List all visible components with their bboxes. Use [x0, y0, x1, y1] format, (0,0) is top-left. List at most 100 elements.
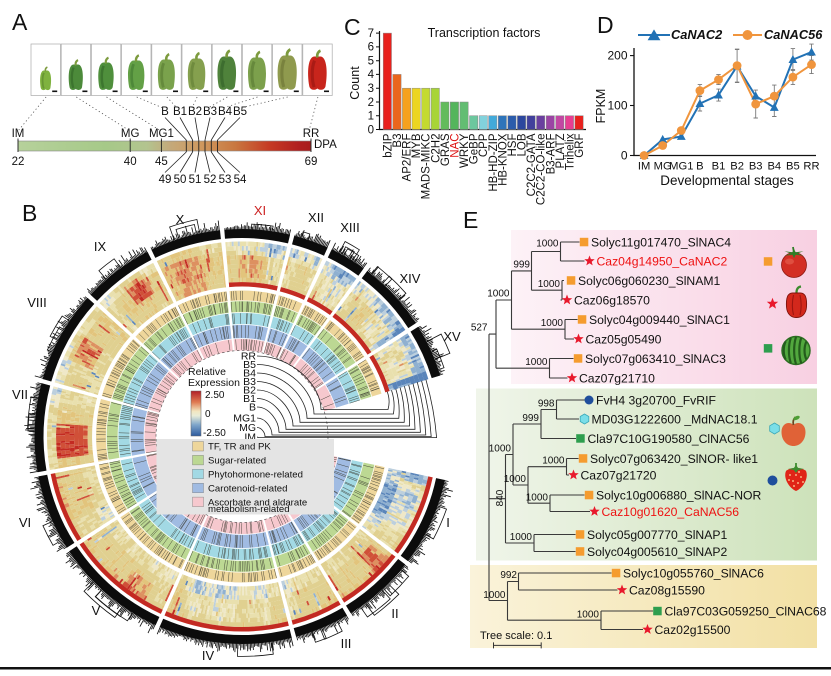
- svg-text:-2.50: -2.50: [203, 428, 226, 439]
- svg-text:1000: 1000: [525, 357, 548, 368]
- svg-text:B3: B3: [203, 106, 217, 118]
- svg-text:XII: XII: [308, 210, 324, 225]
- svg-text:GeBP: GeBP: [469, 133, 481, 164]
- svg-text:NAC: NAC: [450, 134, 462, 158]
- svg-text:Caz07g21710: Caz07g21710: [579, 372, 655, 386]
- svg-text:I: I: [446, 515, 450, 530]
- svg-text:3: 3: [368, 83, 374, 95]
- svg-text:VII: VII: [12, 387, 28, 402]
- svg-text:GRAS: GRAS: [440, 133, 452, 166]
- svg-text:IM: IM: [244, 432, 256, 444]
- svg-text:MG1: MG1: [233, 413, 256, 425]
- svg-text:FvH4 3g20700_FvRIF: FvH4 3g20700_FvRIF: [596, 394, 716, 408]
- svg-text:Solyc04g009440_SlNAC1: Solyc04g009440_SlNAC1: [589, 313, 730, 327]
- svg-text:TF, TR and PK: TF, TR and PK: [208, 442, 271, 453]
- svg-text:999: 999: [522, 413, 539, 424]
- svg-text:RR: RR: [303, 128, 320, 140]
- svg-text:Relative: Relative: [188, 366, 226, 378]
- svg-text:4: 4: [368, 69, 375, 81]
- svg-text:III: III: [341, 636, 352, 651]
- svg-text:Caz08g15590: Caz08g15590: [629, 584, 705, 598]
- svg-text:MG: MG: [121, 128, 140, 140]
- svg-text:XIII: XIII: [340, 220, 360, 235]
- svg-text:Caz02g15500: Caz02g15500: [655, 623, 731, 637]
- svg-text:Expression: Expression: [188, 377, 240, 389]
- svg-text:XIV: XIV: [400, 271, 421, 286]
- svg-text:0: 0: [368, 124, 374, 136]
- svg-text:B1: B1: [173, 106, 187, 118]
- svg-text:Developmental stages: Developmental stages: [660, 173, 794, 188]
- svg-text:992: 992: [500, 570, 517, 581]
- svg-text:B: B: [249, 402, 256, 414]
- svg-text:B3: B3: [392, 134, 404, 148]
- svg-text:C2H2: C2H2: [430, 134, 442, 163]
- svg-text:E: E: [463, 207, 478, 233]
- svg-text:HB-KNOX: HB-KNOX: [497, 133, 509, 186]
- svg-text:II: II: [391, 606, 398, 621]
- svg-text:XI: XI: [254, 203, 266, 218]
- svg-text:IV: IV: [202, 648, 215, 663]
- svg-text:Solyc10g055760_SlNAC6: Solyc10g055760_SlNAC6: [623, 567, 764, 581]
- svg-text:1000: 1000: [542, 456, 565, 467]
- svg-text:B3: B3: [243, 376, 256, 388]
- svg-text:54: 54: [234, 174, 247, 186]
- svg-text:51: 51: [189, 174, 202, 186]
- svg-text:999: 999: [513, 260, 530, 271]
- svg-text:840: 840: [495, 489, 506, 506]
- svg-text:IM: IM: [12, 128, 25, 140]
- svg-text:HB-HD-ZIP: HB-HD-ZIP: [488, 133, 500, 191]
- svg-text:527: 527: [471, 323, 488, 334]
- svg-text:B5: B5: [786, 161, 800, 173]
- svg-text:998: 998: [538, 399, 555, 410]
- svg-text:1000: 1000: [538, 279, 561, 290]
- svg-text:45: 45: [155, 156, 168, 168]
- svg-text:IX: IX: [94, 239, 107, 254]
- svg-text:Caz04g14950_CaNAC2: Caz04g14950_CaNAC2: [597, 255, 728, 269]
- svg-text:1000: 1000: [541, 318, 564, 329]
- svg-text:200: 200: [607, 49, 627, 63]
- svg-text:B4: B4: [218, 106, 233, 118]
- svg-text:B3-ARF: B3-ARF: [545, 134, 557, 175]
- svg-text:49: 49: [159, 174, 172, 186]
- svg-text:Caz05g05490: Caz05g05490: [586, 333, 662, 347]
- svg-text:1000: 1000: [487, 289, 510, 300]
- svg-text:XV: XV: [443, 329, 461, 344]
- svg-text:Cla97C10G190580_ClNAC56: Cla97C10G190580_ClNAC56: [588, 432, 750, 446]
- svg-text:Caz07g21720: Caz07g21720: [581, 469, 657, 483]
- svg-text:MG: MG: [239, 422, 256, 434]
- svg-text:Solyc04g005610_SlNAP2: Solyc04g005610_SlNAP2: [587, 545, 727, 559]
- svg-text:AP2/ERF: AP2/ERF: [402, 134, 414, 182]
- svg-text:1000: 1000: [510, 532, 533, 543]
- svg-text:MG1: MG1: [149, 128, 174, 140]
- svg-text:C2C2-GATA: C2C2-GATA: [526, 133, 538, 196]
- svg-text:MD03G1222600 _MdNAC18.1: MD03G1222600 _MdNAC18.1: [592, 413, 758, 427]
- svg-text:22: 22: [12, 156, 25, 168]
- svg-text:CPP: CPP: [478, 133, 490, 157]
- svg-text:B2: B2: [243, 385, 256, 397]
- svg-text:1000: 1000: [526, 493, 549, 504]
- svg-text:MG1: MG1: [669, 161, 693, 173]
- svg-text:Phytohormone-related: Phytohormone-related: [208, 470, 303, 481]
- svg-text:Trihelix: Trihelix: [564, 133, 576, 170]
- svg-text:RR: RR: [241, 351, 257, 363]
- svg-text:B2: B2: [730, 161, 744, 173]
- svg-text:B: B: [22, 200, 37, 226]
- svg-text:DPA: DPA: [314, 139, 337, 151]
- svg-text:WRKY: WRKY: [459, 133, 471, 168]
- svg-text:Ascorbate and aldarate: Ascorbate and aldarate: [208, 497, 307, 508]
- svg-text:VI: VI: [19, 515, 31, 530]
- svg-text:40: 40: [124, 156, 137, 168]
- svg-text:Solyc05g007770_SlNAP1: Solyc05g007770_SlNAP1: [587, 528, 727, 542]
- svg-text:GRF: GRF: [574, 134, 586, 158]
- svg-text:Sugar-related: Sugar-related: [208, 456, 266, 467]
- svg-text:HSF: HSF: [507, 134, 519, 157]
- svg-text:50: 50: [174, 174, 187, 186]
- svg-text:CaNAC2: CaNAC2: [671, 27, 722, 42]
- svg-text:B4: B4: [767, 161, 781, 173]
- svg-text:MADS-MIKC: MADS-MIKC: [421, 134, 433, 200]
- svg-text:Count: Count: [348, 66, 362, 100]
- svg-text:Solyc07g063410_SlNAC3: Solyc07g063410_SlNAC3: [585, 352, 726, 366]
- svg-text:0: 0: [621, 149, 628, 163]
- svg-text:7: 7: [368, 28, 374, 40]
- svg-text:1000: 1000: [504, 474, 527, 485]
